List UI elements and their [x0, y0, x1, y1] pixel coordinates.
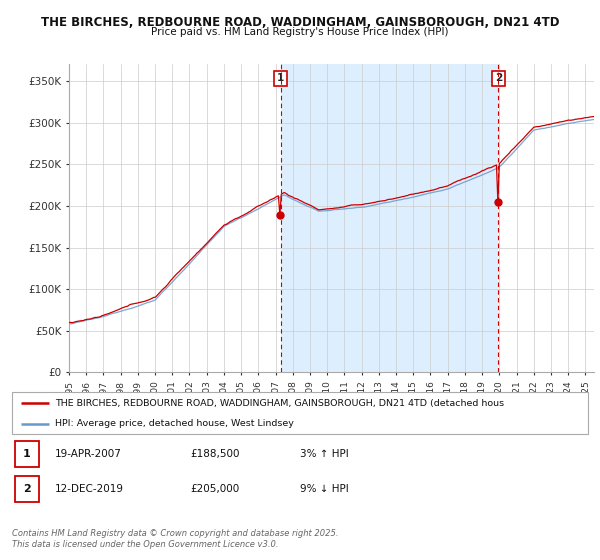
Text: THE BIRCHES, REDBOURNE ROAD, WADDINGHAM, GAINSBOROUGH, DN21 4TD: THE BIRCHES, REDBOURNE ROAD, WADDINGHAM,…	[41, 16, 559, 29]
Text: 1: 1	[277, 73, 284, 83]
Text: 2: 2	[23, 484, 31, 494]
Text: 9% ↓ HPI: 9% ↓ HPI	[300, 484, 349, 494]
Text: £188,500: £188,500	[191, 449, 240, 459]
FancyBboxPatch shape	[12, 392, 588, 434]
FancyBboxPatch shape	[15, 476, 39, 502]
Text: 1: 1	[23, 449, 31, 459]
Text: HPI: Average price, detached house, West Lindsey: HPI: Average price, detached house, West…	[55, 419, 294, 428]
Text: Contains HM Land Registry data © Crown copyright and database right 2025.
This d: Contains HM Land Registry data © Crown c…	[12, 529, 338, 549]
Text: 3% ↑ HPI: 3% ↑ HPI	[300, 449, 349, 459]
FancyBboxPatch shape	[15, 441, 39, 467]
Text: 12-DEC-2019: 12-DEC-2019	[55, 484, 124, 494]
Bar	[281, 64, 499, 372]
Text: THE BIRCHES, REDBOURNE ROAD, WADDINGHAM, GAINSBOROUGH, DN21 4TD (detached hous: THE BIRCHES, REDBOURNE ROAD, WADDINGHAM,…	[55, 399, 505, 408]
Text: £205,000: £205,000	[191, 484, 240, 494]
Text: 2: 2	[495, 73, 502, 83]
Text: Price paid vs. HM Land Registry's House Price Index (HPI): Price paid vs. HM Land Registry's House …	[151, 27, 449, 37]
Text: 19-APR-2007: 19-APR-2007	[55, 449, 122, 459]
